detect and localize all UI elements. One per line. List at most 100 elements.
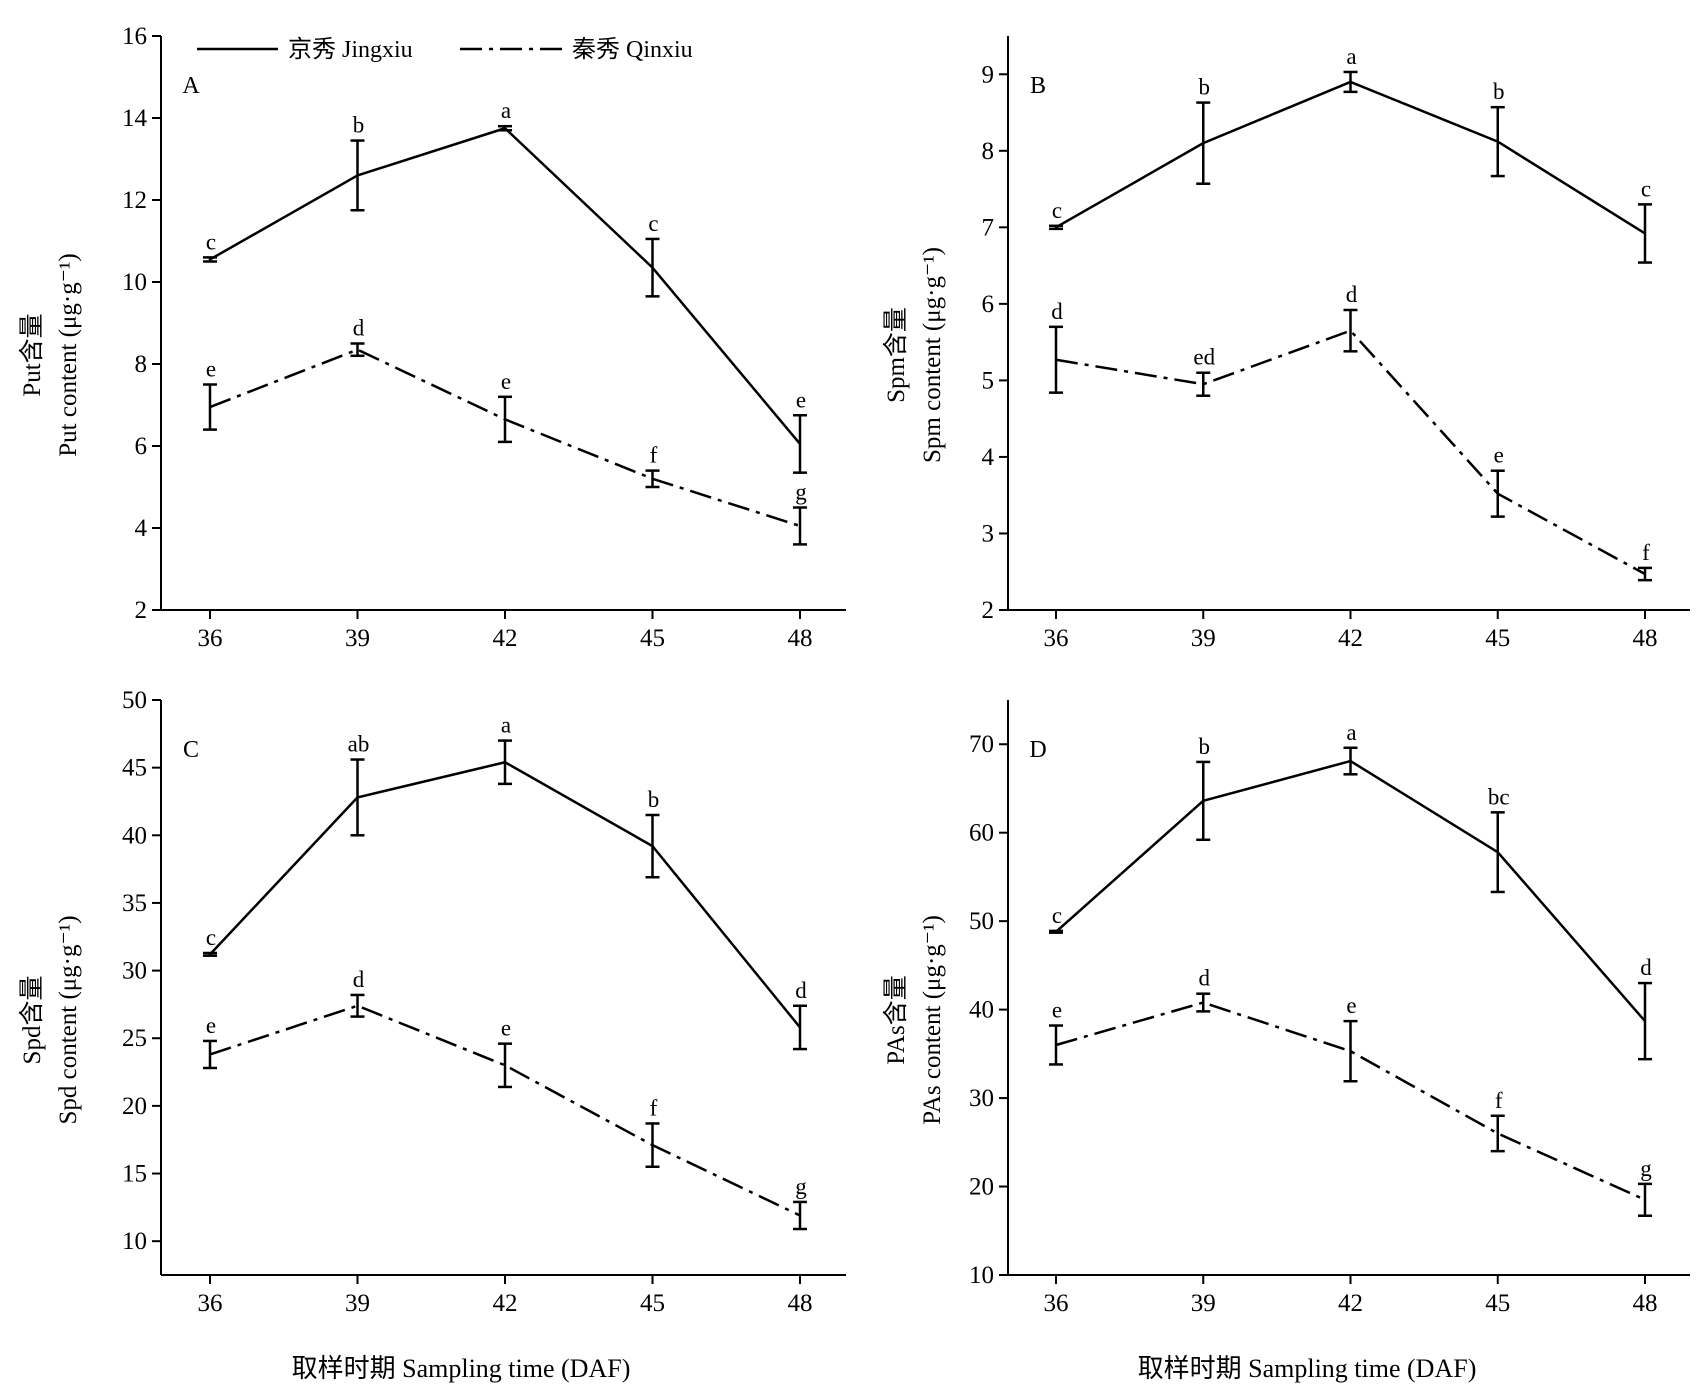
significance-label: g [795, 480, 807, 505]
y-tick-label: 20 [122, 1093, 147, 1120]
series-qinxiu: e d e f g [1049, 966, 1652, 1217]
x-tick-label: 42 [1338, 625, 1363, 652]
y-tick-label: 50 [969, 908, 994, 935]
significance-label: c [1641, 176, 1651, 201]
y-tick-label: 20 [969, 1174, 994, 1201]
y-tick-label: 10 [969, 1262, 994, 1289]
series-qinxiu: d ed d e f [1049, 282, 1652, 582]
y-tick-label: 25 [122, 1025, 147, 1052]
significance-label: e [1494, 443, 1504, 468]
x-tick-label: 45 [1485, 625, 1510, 652]
significance-label: a [1346, 720, 1356, 745]
significance-label: c [1052, 903, 1062, 928]
significance-label: d [353, 316, 365, 341]
significance-label: bc [1488, 784, 1510, 809]
significance-label: e [796, 387, 806, 412]
significance-label: c [648, 211, 658, 236]
x-tick-label: 36 [1044, 1290, 1069, 1317]
x-tick-label: 45 [640, 1290, 665, 1317]
y-tick-label: 14 [122, 105, 148, 132]
x-tick-label: 36 [198, 1290, 223, 1317]
y-tick-label: 6 [982, 291, 995, 318]
significance-label: b [1199, 734, 1211, 759]
panel-C: 10 15 20 25 30 35 40 45 50 36 39 42 45 48 C Spd含量 Spd co… [18, 687, 846, 1317]
significance-label: e [501, 369, 511, 394]
x-tick-label: 42 [1338, 1290, 1363, 1317]
y-tick-label: 4 [982, 444, 995, 471]
panel-D: 10 20 30 40 50 60 70 36 39 42 45 48 D PAs含量 PAs conten… [882, 700, 1690, 1317]
x-tick-label: 36 [1044, 625, 1069, 652]
series-line [1055, 329, 1646, 576]
significance-label: ed [1193, 345, 1215, 370]
y-tick-label: 16 [122, 23, 147, 50]
y-tick-label: 30 [969, 1085, 994, 1112]
significance-label: e [206, 357, 216, 382]
y-tick-label: 5 [982, 367, 995, 394]
y-tick-label: 30 [122, 958, 147, 985]
significance-label: b [1199, 75, 1211, 100]
y-tick-label: 70 [969, 731, 994, 758]
significance-label: c [206, 229, 216, 254]
legend: 京秀 Jingxiu 秦秀 Qinxiu [197, 36, 693, 63]
x-tick-label: 42 [493, 625, 518, 652]
panel-letter: C [183, 737, 199, 763]
significance-label: b [1493, 79, 1505, 104]
significance-label: e [1346, 993, 1356, 1018]
series-jingxiu: c b a b c [1049, 44, 1652, 264]
significance-label: d [353, 967, 365, 992]
significance-label: f [1495, 1088, 1503, 1113]
y-tick-label: 10 [122, 1228, 147, 1255]
x-axis-title-left: 取样时期 Sampling time (DAF) [292, 1354, 631, 1383]
y-tick-label: 2 [135, 597, 148, 624]
y-axis-title-en: PAs content (μg·g⁻¹) [919, 915, 946, 1125]
x-tick-label: 36 [198, 625, 223, 652]
x-tick-label: 48 [788, 625, 813, 652]
x-axis-title-right: 取样时期 Sampling time (DAF) [1138, 1354, 1477, 1383]
significance-label: a [501, 713, 511, 738]
y-tick-label: 4 [135, 515, 148, 542]
x-tick-label: 42 [493, 1290, 518, 1317]
x-tick-label: 39 [345, 625, 370, 652]
y-axis-title-cn: PAs含量 [882, 975, 910, 1064]
significance-label: e [1052, 998, 1062, 1023]
series-jingxiu: c b a c e [203, 98, 807, 474]
significance-label: g [1640, 1156, 1652, 1181]
y-tick-label: 2 [982, 597, 995, 624]
y-tick-label: 10 [122, 269, 147, 296]
significance-label: b [648, 787, 660, 812]
series-line [209, 1004, 801, 1217]
y-tick-label: 50 [122, 687, 147, 714]
significance-label: f [650, 443, 658, 468]
series-qinxiu: e d e f g [203, 316, 807, 546]
significance-label: ab [348, 732, 370, 757]
y-tick-label: 3 [982, 520, 995, 547]
x-tick-label: 48 [788, 1290, 813, 1317]
significance-label: a [1346, 44, 1356, 69]
series-line [209, 760, 801, 1029]
y-tick-label: 15 [122, 1161, 147, 1188]
significance-label: c [1052, 198, 1062, 223]
significance-label: d [795, 978, 807, 1003]
y-tick-label: 60 [969, 820, 994, 847]
y-axis-title-en: Spd content (μg·g⁻¹) [55, 915, 82, 1124]
panel-A: 2 4 6 8 10 12 14 16 36 39 42 45 48 A Put含量 Put content … [18, 23, 846, 652]
y-axis-title-en: Put content (μg·g⁻¹) [55, 253, 82, 457]
x-tick-label: 39 [1191, 1290, 1216, 1317]
series-line [1055, 1001, 1646, 1201]
y-tick-label: 12 [122, 187, 147, 214]
x-tick-label: 45 [640, 625, 665, 652]
y-tick-label: 40 [122, 822, 147, 849]
significance-label: d [1199, 966, 1211, 991]
y-axis-title-cn: Spm含量 [882, 307, 910, 403]
significance-label: f [1642, 540, 1650, 565]
legend-label-qinxiu: 秦秀 Qinxiu [572, 36, 693, 63]
x-tick-label: 39 [345, 1290, 370, 1317]
significance-label: e [501, 1016, 511, 1041]
x-tick-label: 39 [1191, 625, 1216, 652]
series-line [1055, 80, 1646, 235]
series-qinxiu: e d e f g [203, 967, 807, 1231]
